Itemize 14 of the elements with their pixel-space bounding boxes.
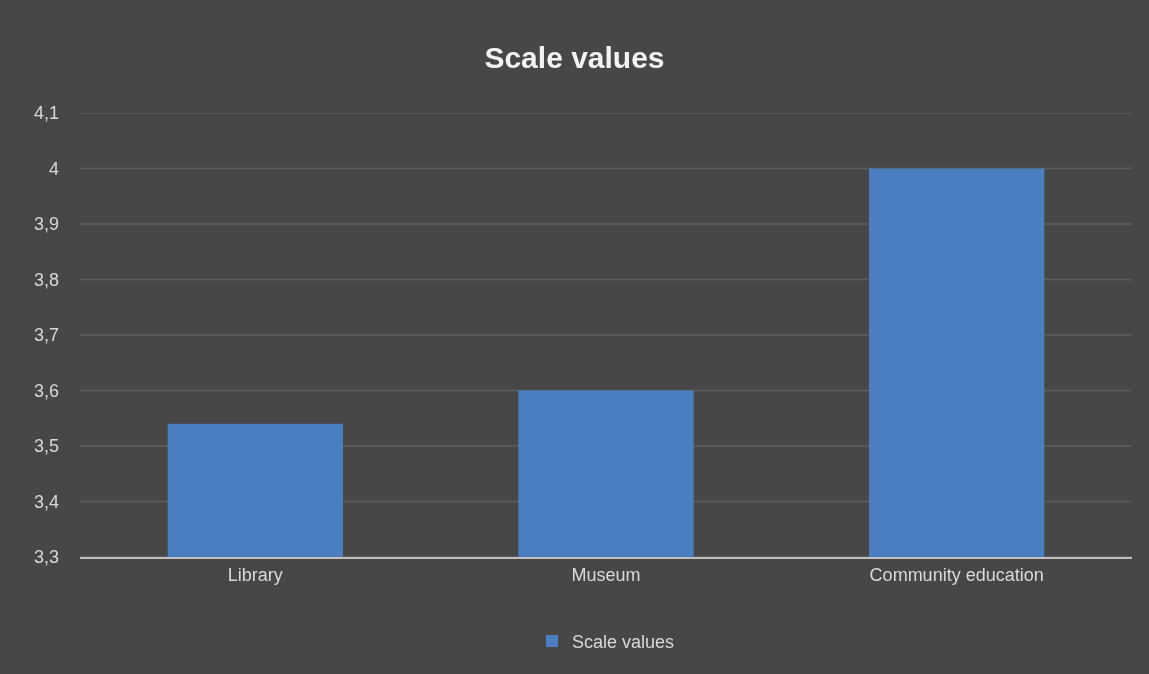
y-tick-label: 3,7 <box>33 325 59 346</box>
chart-title: Scale values <box>484 40 665 74</box>
x-tick-label: Museum <box>571 564 641 585</box>
y-tick-label: 4,1 <box>33 103 59 124</box>
legend-label: Scale values <box>572 632 675 653</box>
y-tick-label: 3,9 <box>33 214 59 235</box>
x-tick-label: Library <box>227 564 283 585</box>
y-tick-label: 3,6 <box>33 380 59 401</box>
y-tick-label: 3,8 <box>33 269 59 290</box>
y-tick-label: 3,3 <box>33 547 59 568</box>
x-tick-label: Community education <box>869 564 1044 585</box>
y-tick-label: 3,5 <box>33 436 59 457</box>
y-tick-label: 3,4 <box>33 491 59 512</box>
y-tick-label: 4 <box>48 158 59 179</box>
